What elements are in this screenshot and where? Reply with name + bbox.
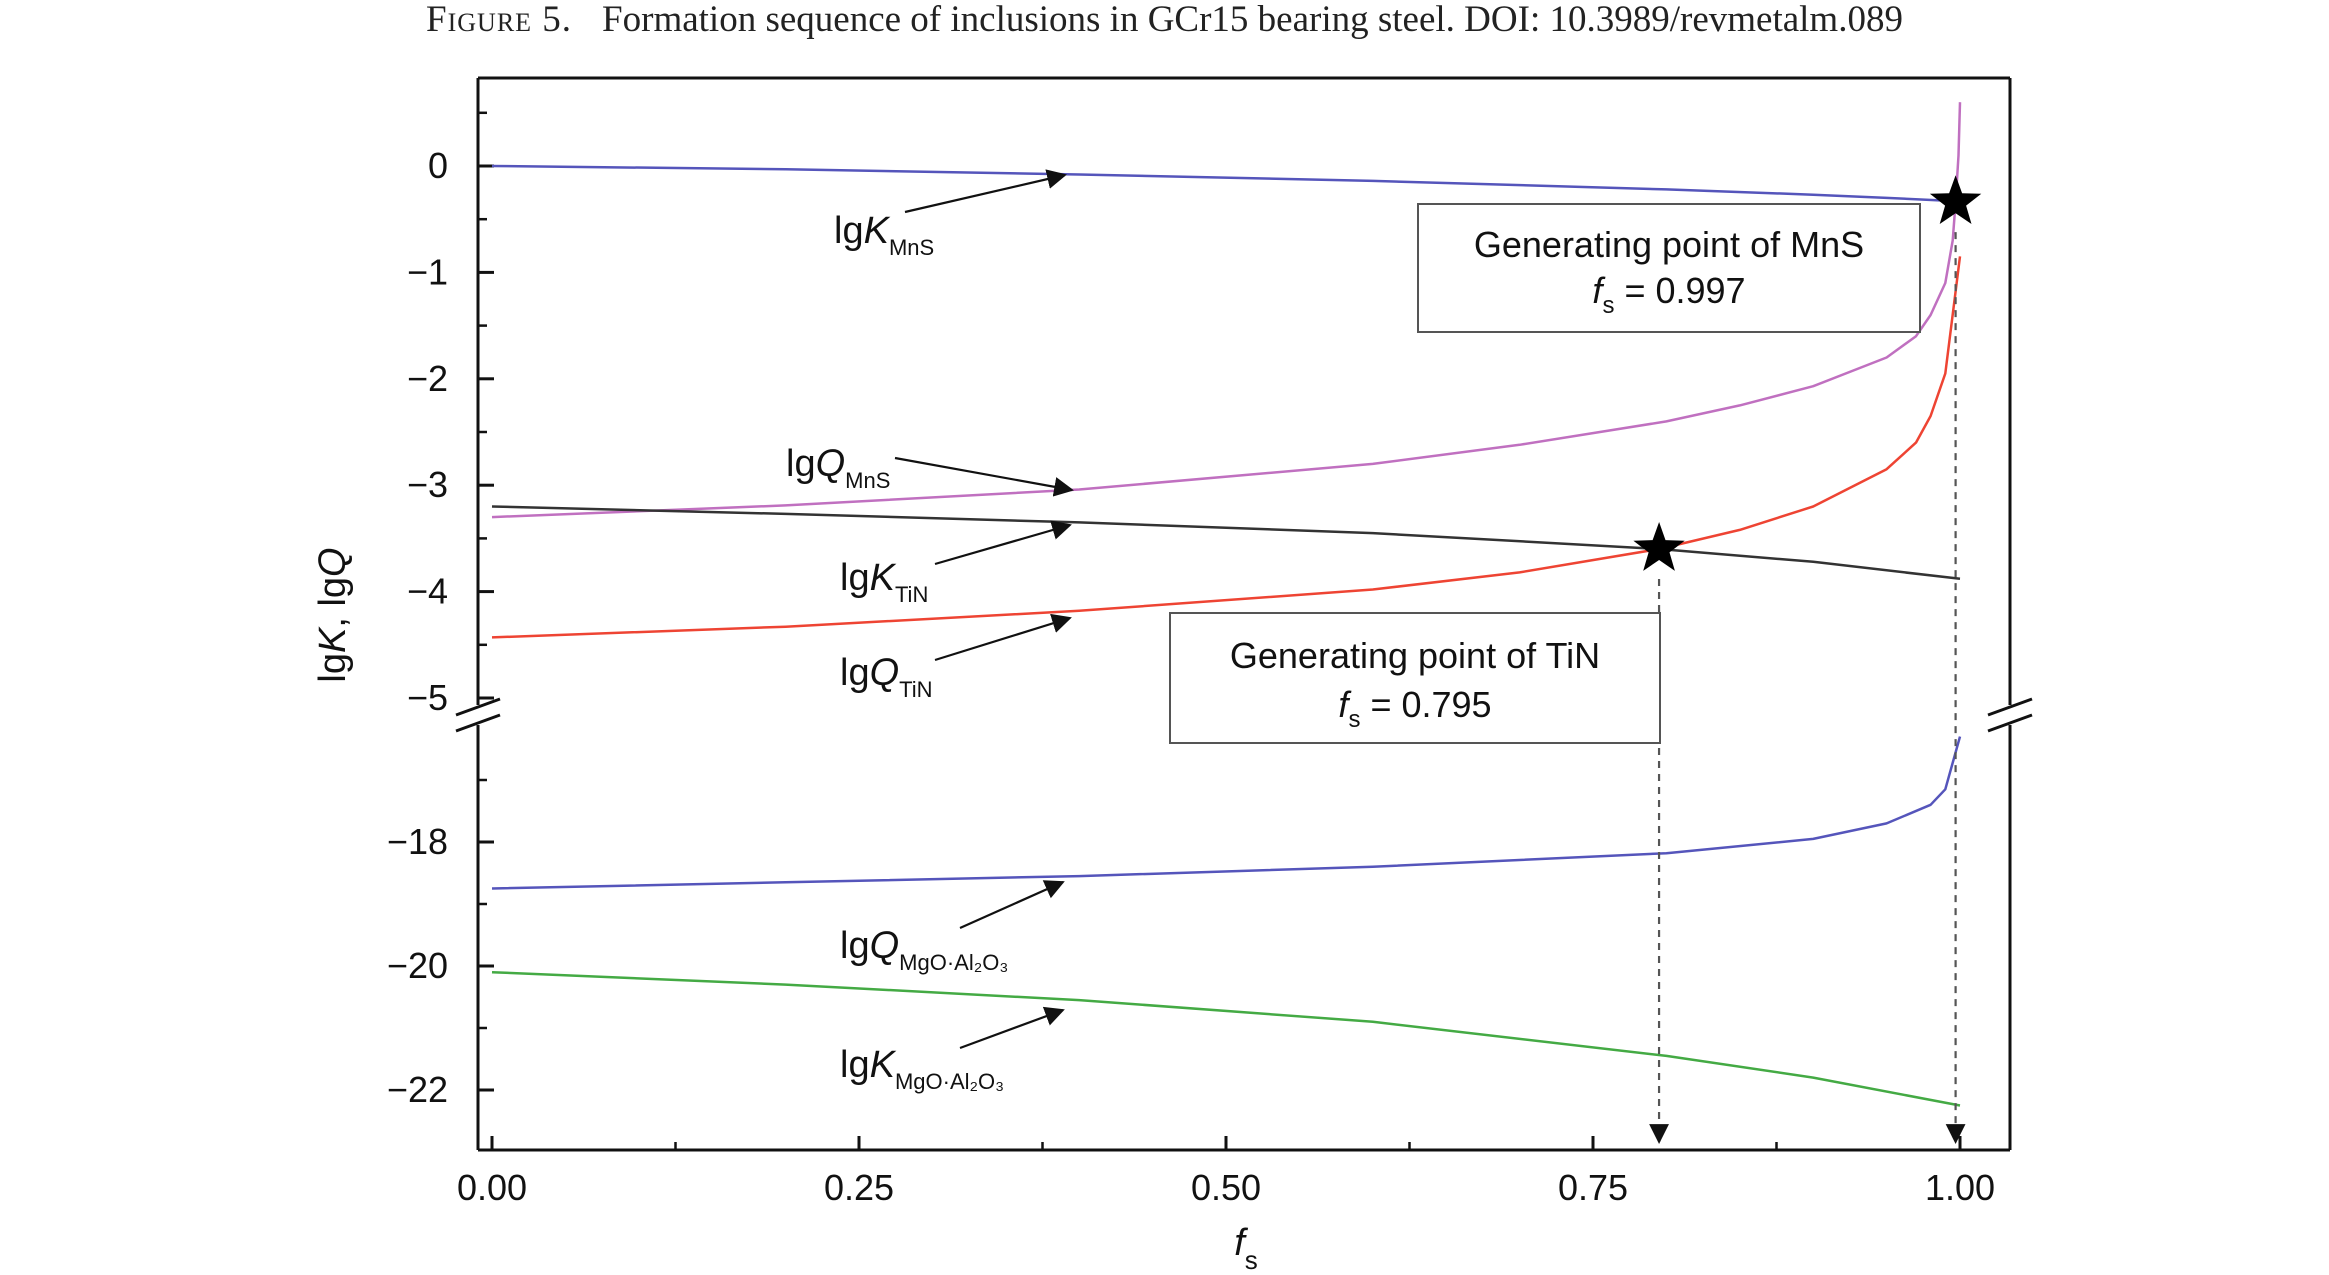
- series-label-arrow: [904, 169, 1067, 214]
- series-label-lgQ-MnS: lgQMnS: [786, 443, 1074, 497]
- y-tick-label: −20: [387, 945, 448, 986]
- series-label-text: lgKTiN: [840, 557, 928, 607]
- series-label-text: lgKMgO·Al₂O₃: [840, 1044, 1004, 1094]
- x-tick-label: 1.00: [1925, 1167, 1995, 1208]
- series-label-arrow: [959, 880, 1065, 930]
- x-tick-label: 0.25: [824, 1167, 894, 1208]
- series-line-lgK-MgO-Al2O3: [491, 970, 1961, 1107]
- series-label-arrow: [959, 1006, 1065, 1050]
- annotation-title: Generating point of TiN: [1230, 635, 1600, 676]
- series-line-lgQ-TiN: [491, 256, 1962, 639]
- figure-caption-text: Formation sequence of inclusions in GCr1…: [602, 0, 1903, 40]
- x-tick-label: 0.00: [457, 1167, 527, 1208]
- series-label-arrow: [934, 613, 1072, 662]
- figure-caption: Figure 5. Formation sequence of inclusion…: [0, 0, 2329, 60]
- series-label-lgK-MgO-Al2O3: lgKMgO·Al₂O₃: [840, 1006, 1065, 1094]
- y-tick-label: −2: [407, 358, 448, 399]
- x-tick-label: 0.75: [1558, 1167, 1628, 1208]
- series-line-lgQ-MnS: [491, 102, 1962, 519]
- y-tick-label: 0: [428, 145, 448, 186]
- annotation-box: [1417, 203, 1921, 333]
- y-tick-label: −1: [407, 251, 448, 292]
- axis-break-right-b: [1987, 713, 2033, 733]
- y-tick-label: −3: [407, 464, 448, 505]
- axis-break-left-a: [455, 697, 501, 717]
- series-line-lgK-MnS: [491, 164, 1961, 204]
- y-tick-label: −5: [407, 677, 448, 718]
- annotation-value: fs = 0.997: [1592, 270, 1745, 319]
- series-label-text: lgQMgO·Al₂O₃: [840, 925, 1008, 975]
- series-line-lgK-TiN: [491, 505, 1961, 581]
- generating-point-star: [1633, 522, 1685, 571]
- series-label-lgK-MnS: lgKMnS: [834, 169, 1067, 260]
- y-tick-label: −4: [407, 571, 448, 612]
- figure-label: Figure 5.: [426, 0, 573, 40]
- series-label-text: lgKMnS: [834, 210, 934, 260]
- series-label-lgQ-MgO-Al2O3: lgQMgO·Al₂O₃: [840, 880, 1065, 975]
- series-line-lgQ-MgO-Al2O3: [491, 736, 1962, 890]
- axis-break-right-a: [1987, 697, 2033, 717]
- generating-point-star: [1929, 175, 1982, 224]
- series-label-text: lgQTiN: [840, 652, 933, 702]
- annotation-tin: Generating point of TiN fs = 0.795: [1169, 522, 1685, 1144]
- y-tick-label: −18: [387, 821, 448, 862]
- series-label-arrow: [894, 456, 1074, 497]
- y-axis-label: lgK, lgQ: [312, 547, 354, 682]
- y-tick-label: −22: [387, 1069, 448, 1110]
- series-label-text: lgQMnS: [786, 443, 890, 493]
- annotation-value: fs = 0.795: [1338, 684, 1491, 733]
- series-label-lgQ-TiN: lgQTiN: [840, 613, 1072, 702]
- annotation-mns: Generating point of MnS fs = 0.997: [1417, 175, 1982, 1144]
- series-label-arrow: [934, 520, 1072, 566]
- x-axis-label: fs: [1234, 1222, 1258, 1275]
- annotation-box: [1169, 612, 1661, 744]
- axis-break-left-b: [455, 713, 501, 733]
- annotation-title: Generating point of MnS: [1474, 224, 1864, 265]
- series-label-lgK-TiN: lgKTiN: [840, 520, 1072, 607]
- x-tick-label: 0.50: [1191, 1167, 1261, 1208]
